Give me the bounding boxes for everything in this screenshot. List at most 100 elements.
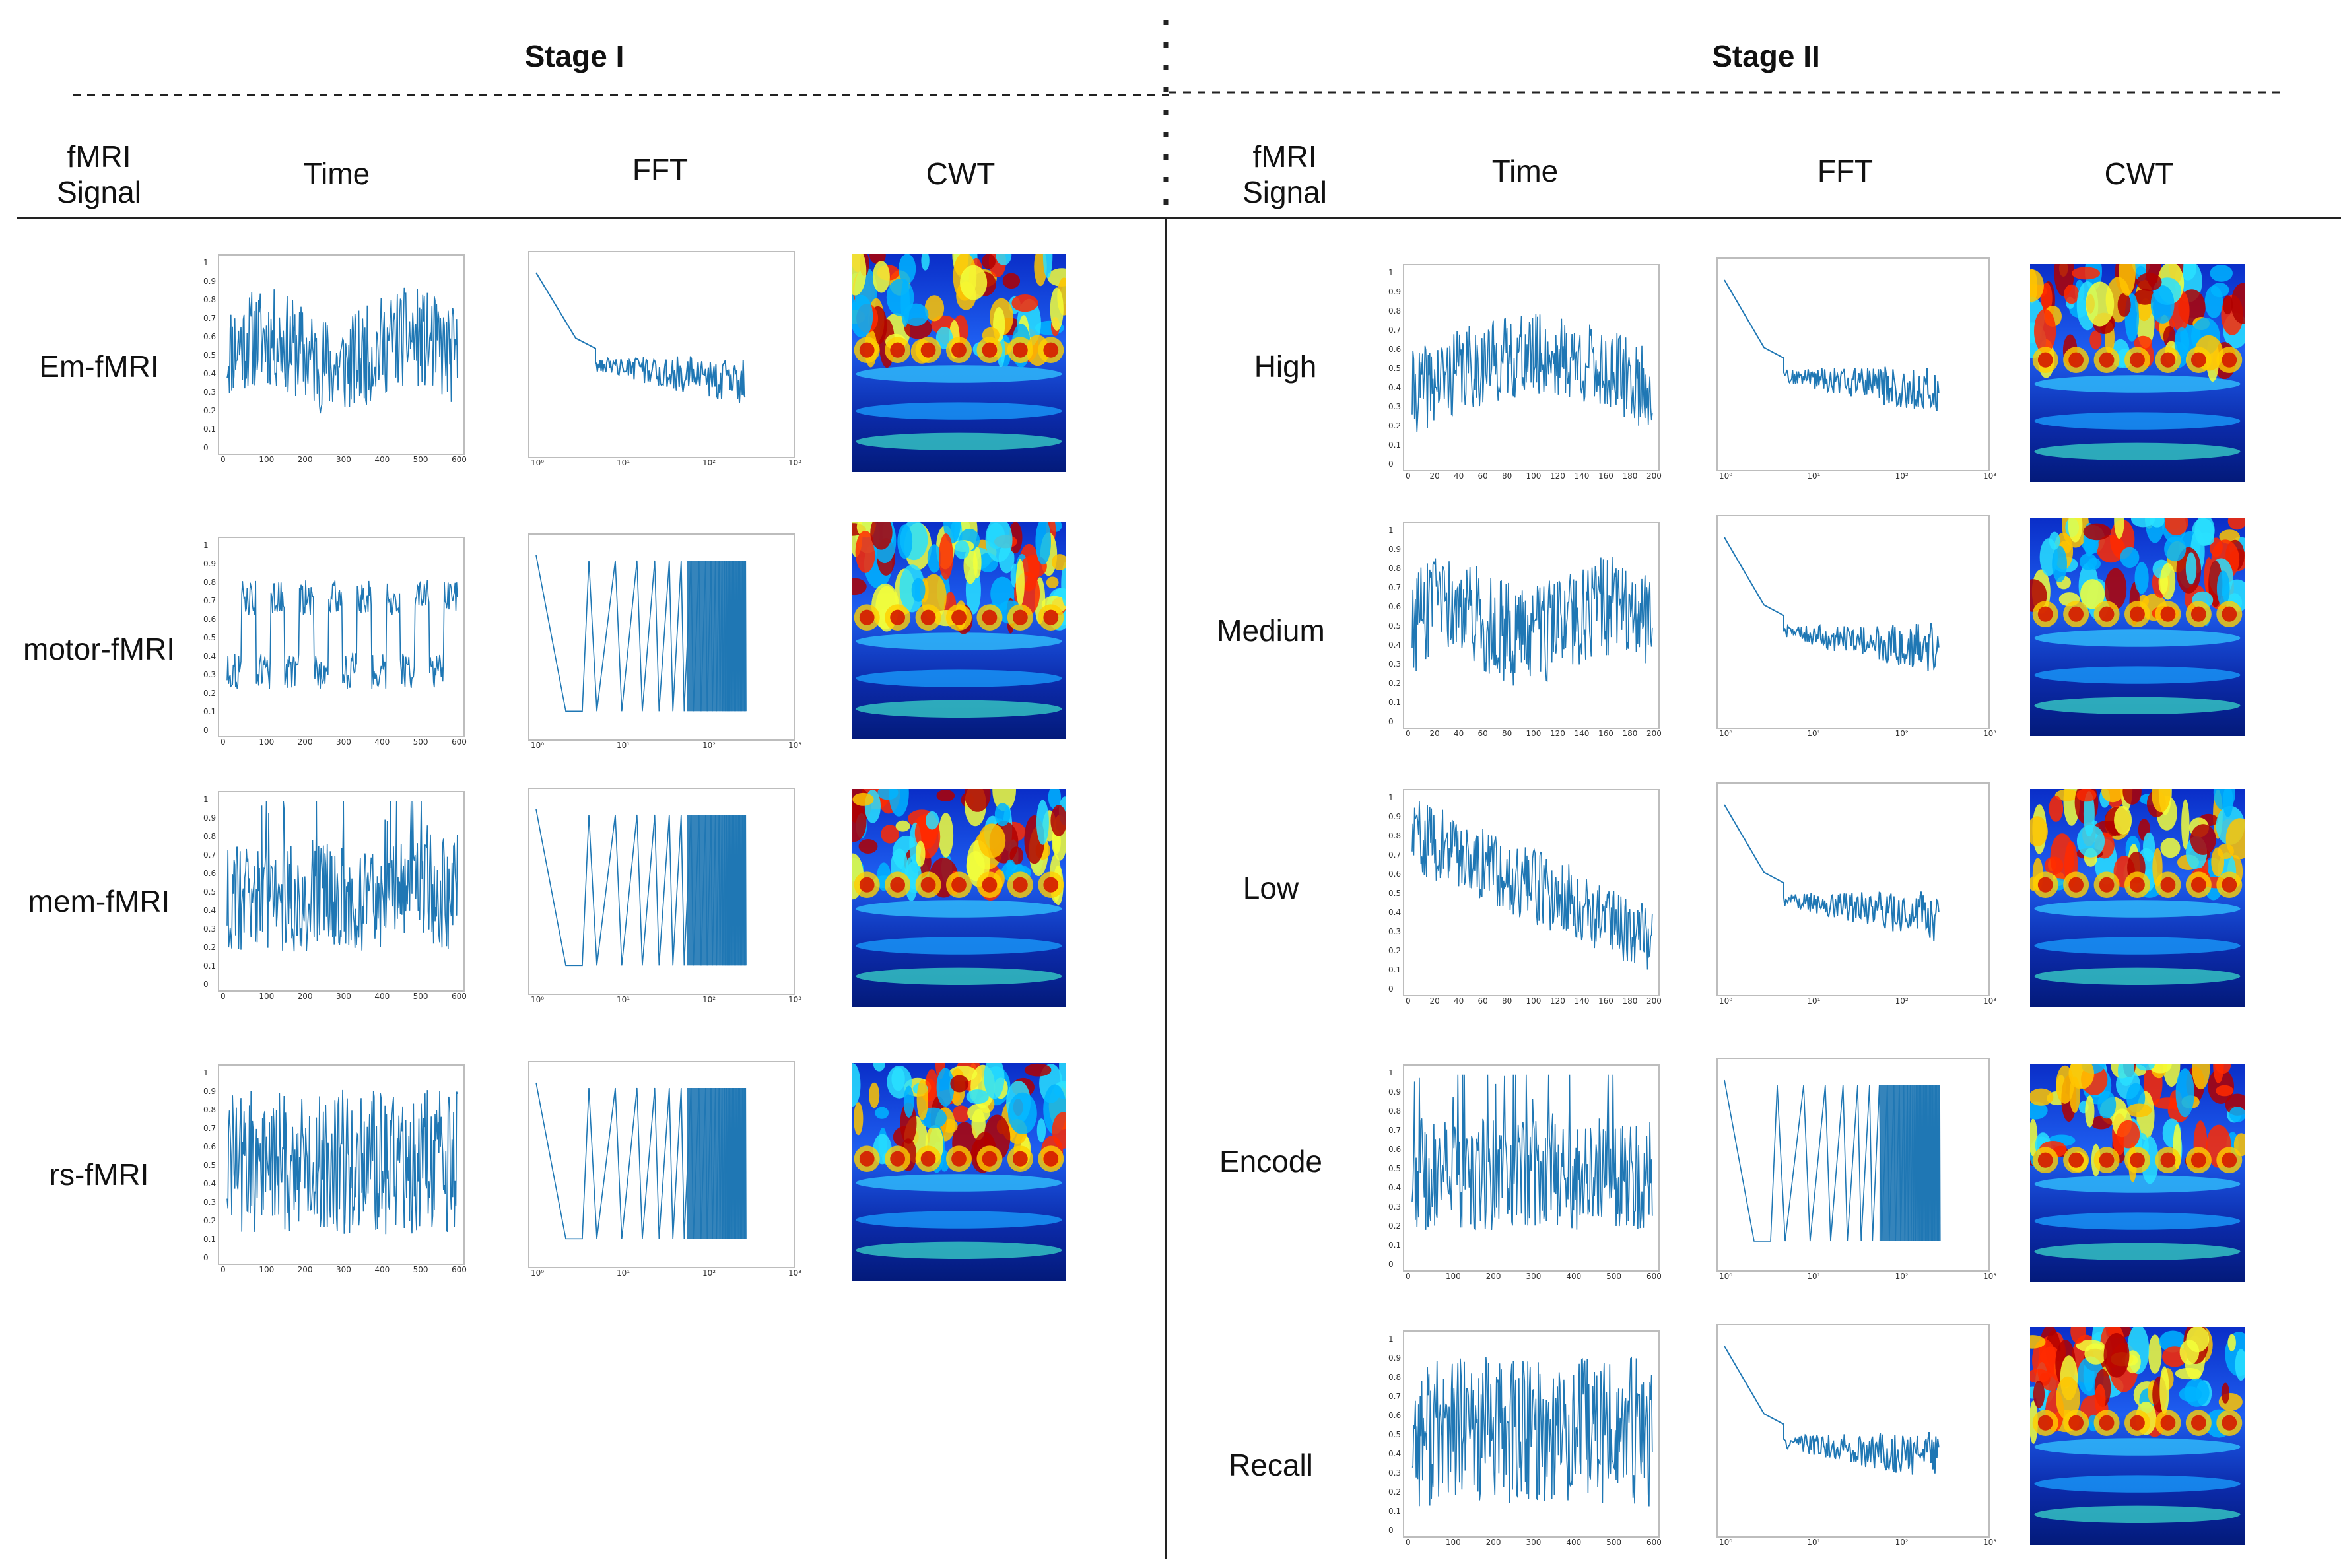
y-tick-label: 0.1 [1388,698,1402,707]
y-tick-label: 0.5 [1388,621,1402,631]
y-tick-label: 0.9 [1388,545,1402,554]
y-tick-label: 0.8 [203,578,217,587]
y-tick-label: 0.5 [203,1161,217,1170]
x-tick-label: 300 [336,737,351,747]
x-tick-label: 40 [1454,729,1464,738]
y-tick-label: 0.8 [203,832,217,841]
y-tick-label: 0.3 [1388,1202,1402,1211]
y-tick-label: 0.8 [203,1105,217,1114]
y-tick-label: 0.7 [1388,583,1402,592]
y-tick-label: 0.7 [1388,1126,1402,1135]
x-tick-label: 400 [1566,1272,1582,1281]
fft-x-tick-label: 10² [702,458,716,467]
fft-spectrum-line [1724,1079,1941,1242]
fft-x-tick-label: 10² [702,995,716,1004]
y-tick-label: 0.2 [1388,946,1402,955]
y-tick-label: 1 [1388,268,1394,277]
y-tick-label: 0.5 [203,633,217,642]
x-tick-label: 140 [1574,729,1590,738]
y-tick-label: 0 [203,1253,209,1262]
x-tick-label: 160 [1598,729,1613,738]
y-tick-label: 0.9 [203,1087,217,1096]
y-tick-label: 0.5 [1388,889,1402,898]
em-fmri-time-plot [218,254,465,455]
x-tick-label: 500 [1606,1538,1622,1547]
x-tick-label: 140 [1574,996,1590,1006]
fft-x-tick-label: 10⁰ [1719,1538,1733,1547]
y-tick-label: 0.6 [1388,345,1402,354]
x-tick-label: 100 [259,992,275,1001]
row-label-high: High [1254,349,1317,384]
y-tick-label: 0.4 [1388,1449,1402,1458]
stage-1-header-time: Time [303,156,370,191]
x-tick-label: 100 [1526,729,1542,738]
fft-x-tick-label: 10¹ [1807,1272,1821,1281]
x-tick-label: 600 [1646,1272,1662,1281]
stage-1-title: Stage I [524,39,625,73]
y-tick-label: 0.2 [203,943,217,952]
x-tick-label: 100 [1445,1272,1461,1281]
y-tick-label: 0.7 [1388,1392,1402,1401]
y-tick-label: 0.8 [1388,1107,1402,1116]
x-tick-label: 500 [413,455,428,464]
y-tick-label: 0.3 [203,924,217,934]
y-tick-label: 1 [203,541,209,550]
x-tick-label: 80 [1502,471,1512,481]
fft-x-tick-label: 10¹ [1807,729,1821,738]
recall-time-plot [1403,1330,1660,1538]
row-label-recall: Recall [1229,1448,1313,1482]
y-tick-label: 0.7 [203,596,217,605]
x-tick-label: 100 [259,455,275,464]
y-tick-label: 0.7 [203,314,217,323]
x-tick-label: 600 [452,737,467,747]
x-tick-label: 300 [336,1265,351,1274]
fft-x-tick-label: 10³ [788,458,802,467]
stage-2-header-cwt: CWT [2104,156,2174,191]
x-tick-label: 100 [259,1265,275,1274]
fft-x-tick-label: 10³ [788,1268,802,1278]
y-tick-label: 0.5 [1388,1430,1402,1439]
x-tick-label: 300 [1526,1272,1542,1281]
x-tick-label: 100 [259,737,275,747]
x-tick-label: 20 [1429,471,1440,481]
fft-x-tick-label: 10³ [788,741,802,750]
x-tick-label: 200 [1646,996,1662,1006]
y-tick-label: 0.3 [203,1198,217,1207]
fft-x-tick-label: 10⁰ [531,1268,545,1278]
time-series-line [1411,557,1653,686]
mem-fmri-time-plot [218,791,465,992]
x-tick-label: 200 [297,455,313,464]
y-tick-label: 0.2 [203,406,217,415]
fft-x-tick-label: 10⁰ [1719,996,1733,1006]
y-tick-label: 0.6 [203,615,217,624]
mem-fmri-fft-plot [528,788,795,995]
fft-x-tick-label: 10² [1895,996,1909,1006]
time-series-line [1411,1074,1653,1231]
y-tick-label: 0.1 [1388,1507,1402,1516]
y-tick-label: 1 [1388,1068,1394,1077]
y-tick-label: 0.4 [1388,383,1402,392]
x-tick-label: 0 [1406,1538,1411,1547]
x-tick-label: 120 [1550,729,1565,738]
x-tick-label: 600 [452,1265,467,1274]
low-fft-plot [1716,782,1990,996]
fft-x-tick-label: 10³ [788,995,802,1004]
fft-x-tick-label: 10² [1895,1538,1909,1547]
x-tick-label: 80 [1502,729,1512,738]
y-tick-label: 0.6 [1388,1411,1402,1420]
fft-x-tick-label: 10³ [1983,996,1997,1006]
y-tick-label: 1 [1388,526,1394,535]
time-series-line [226,287,458,414]
y-tick-label: 0.8 [203,295,217,304]
em-fmri-fft-plot [528,251,795,458]
y-tick-label: 0 [203,443,209,452]
y-tick-label: 0.5 [203,351,217,360]
medium-fft-plot [1716,515,1990,729]
x-tick-label: 200 [297,992,313,1001]
x-tick-label: 0 [1406,996,1411,1006]
row-label-medium: Medium [1217,613,1325,648]
y-tick-label: 0.4 [203,369,217,378]
fft-x-tick-label: 10³ [1983,471,1997,481]
y-tick-label: 0.6 [203,1142,217,1151]
stage-1-header-signal: fMRI Signal [33,139,165,210]
